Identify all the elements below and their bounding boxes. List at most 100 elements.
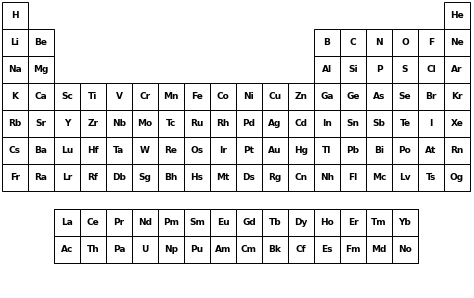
Text: Ho: Ho	[320, 218, 334, 227]
Bar	[184, 236, 210, 263]
Bar	[158, 137, 184, 164]
Bar	[106, 83, 132, 110]
Bar	[80, 83, 106, 110]
Text: Am: Am	[215, 245, 231, 254]
Text: N: N	[375, 38, 383, 47]
Text: Po: Po	[399, 146, 411, 155]
Bar	[392, 236, 418, 263]
Bar	[210, 110, 236, 137]
Text: W: W	[140, 146, 150, 155]
Bar	[444, 83, 470, 110]
Bar	[314, 137, 340, 164]
Bar	[314, 110, 340, 137]
Bar	[314, 83, 340, 110]
Text: Cr: Cr	[139, 92, 151, 101]
Bar	[210, 164, 236, 191]
Text: Ra: Ra	[35, 173, 47, 182]
Bar	[80, 164, 106, 191]
Text: Pd: Pd	[243, 119, 255, 128]
Bar	[2, 2, 28, 29]
Bar	[444, 110, 470, 137]
Text: Er: Er	[348, 218, 358, 227]
Text: Ni: Ni	[244, 92, 255, 101]
Bar	[106, 164, 132, 191]
Bar	[314, 56, 340, 83]
Bar	[184, 209, 210, 236]
Bar	[340, 56, 366, 83]
Text: Rg: Rg	[268, 173, 282, 182]
Text: Be: Be	[35, 38, 47, 47]
Bar	[314, 164, 340, 191]
Text: V: V	[116, 92, 122, 101]
Bar	[392, 56, 418, 83]
Bar	[366, 56, 392, 83]
Bar	[236, 137, 262, 164]
Text: Pr: Pr	[113, 218, 125, 227]
Text: Ge: Ge	[346, 92, 360, 101]
Bar	[210, 83, 236, 110]
Bar	[288, 83, 314, 110]
Bar	[392, 83, 418, 110]
Bar	[366, 83, 392, 110]
Text: Cd: Cd	[294, 119, 308, 128]
Text: Pb: Pb	[346, 146, 359, 155]
Text: Mg: Mg	[33, 65, 49, 74]
Text: C: C	[350, 38, 356, 47]
Bar	[418, 29, 444, 56]
Bar	[106, 110, 132, 137]
Text: At: At	[425, 146, 437, 155]
Text: Tl: Tl	[322, 146, 332, 155]
Text: Sn: Sn	[346, 119, 359, 128]
Bar	[106, 137, 132, 164]
Text: Fr: Fr	[10, 173, 20, 182]
Text: Ce: Ce	[87, 218, 100, 227]
Text: Th: Th	[87, 245, 100, 254]
Bar	[366, 29, 392, 56]
Bar	[158, 164, 184, 191]
Text: Fl: Fl	[348, 173, 357, 182]
Bar	[366, 164, 392, 191]
Text: P: P	[376, 65, 383, 74]
Text: Cu: Cu	[268, 92, 282, 101]
Bar	[444, 2, 470, 29]
Bar	[340, 209, 366, 236]
Text: Na: Na	[8, 65, 22, 74]
Text: Br: Br	[425, 92, 437, 101]
Text: Te: Te	[400, 119, 410, 128]
Bar	[262, 209, 288, 236]
Text: Og: Og	[450, 173, 464, 182]
Bar	[314, 29, 340, 56]
Text: Zn: Zn	[294, 92, 308, 101]
Bar	[392, 110, 418, 137]
Text: U: U	[141, 245, 149, 254]
Text: B: B	[324, 38, 330, 47]
Bar	[340, 164, 366, 191]
Bar	[262, 110, 288, 137]
Text: Ac: Ac	[61, 245, 73, 254]
Bar	[236, 164, 262, 191]
Bar	[444, 56, 470, 83]
Text: Au: Au	[268, 146, 282, 155]
Bar	[444, 164, 470, 191]
Bar	[418, 137, 444, 164]
Bar	[418, 164, 444, 191]
Text: Fm: Fm	[345, 245, 361, 254]
Text: Bh: Bh	[164, 173, 178, 182]
Text: Ti: Ti	[88, 92, 98, 101]
Bar	[184, 83, 210, 110]
Text: Yb: Yb	[399, 218, 411, 227]
Bar	[28, 56, 54, 83]
Bar	[80, 137, 106, 164]
Bar	[288, 236, 314, 263]
Bar	[80, 209, 106, 236]
Text: Pm: Pm	[163, 218, 179, 227]
Bar	[2, 137, 28, 164]
Bar	[106, 209, 132, 236]
Text: Es: Es	[321, 245, 333, 254]
Bar	[28, 29, 54, 56]
Text: Rn: Rn	[450, 146, 464, 155]
Bar	[2, 164, 28, 191]
Text: S: S	[402, 65, 408, 74]
Bar	[184, 110, 210, 137]
Text: Cf: Cf	[296, 245, 306, 254]
